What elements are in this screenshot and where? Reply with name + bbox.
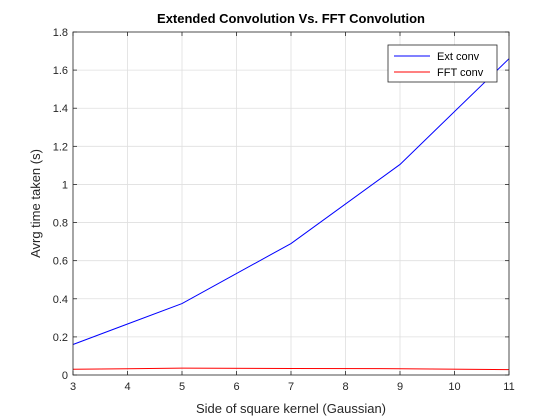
x-tick-label: 4 [124, 381, 130, 393]
x-tick-label: 9 [397, 381, 403, 393]
x-tick-label: 8 [342, 381, 348, 393]
legend-label-fft-conv: FFT conv [437, 67, 484, 79]
y-tick-label: 1.6 [53, 65, 68, 77]
chart-title: Extended Convolution Vs. FFT Convolution [157, 11, 425, 26]
x-tick-label: 7 [288, 381, 294, 393]
legend: Ext conv FFT conv [387, 44, 498, 83]
series-line-ext-conv [72, 58, 510, 345]
legend-label-ext-conv: Ext conv [437, 51, 480, 63]
series-line-fft-conv [72, 367, 510, 371]
ticks [72, 31, 510, 376]
y-tick-label: 0.2 [53, 332, 68, 344]
y-tick-label: 0.6 [53, 256, 68, 268]
y-tick-label: 1.4 [53, 103, 68, 115]
x-tick-label: 6 [233, 381, 239, 393]
y-tick-label: 0 [62, 370, 68, 382]
y-tick-label: 1.2 [53, 141, 68, 153]
x-tick-labels: 3 4 5 6 7 8 9 10 11 [70, 381, 515, 393]
legend-box [387, 44, 498, 83]
y-tick-label: 1.8 [53, 27, 68, 39]
y-tick-labels: 0 0.2 0.4 0.6 0.8 1 1.2 1.4 1.6 1.8 [53, 27, 68, 382]
y-tick-label: 0.4 [53, 294, 68, 306]
x-tick-label: 5 [179, 381, 185, 393]
x-tick-label: 3 [70, 381, 76, 393]
series-layer [72, 58, 510, 371]
x-tick-label: 11 [503, 381, 514, 393]
y-tick-label: 0.8 [53, 218, 68, 230]
x-tick-label: 10 [448, 381, 460, 393]
y-tick-label: 1 [62, 179, 68, 191]
y-axis-label: Avrg time taken (s) [28, 149, 43, 258]
x-axis-label: Side of square kernel (Gaussian) [196, 401, 386, 416]
